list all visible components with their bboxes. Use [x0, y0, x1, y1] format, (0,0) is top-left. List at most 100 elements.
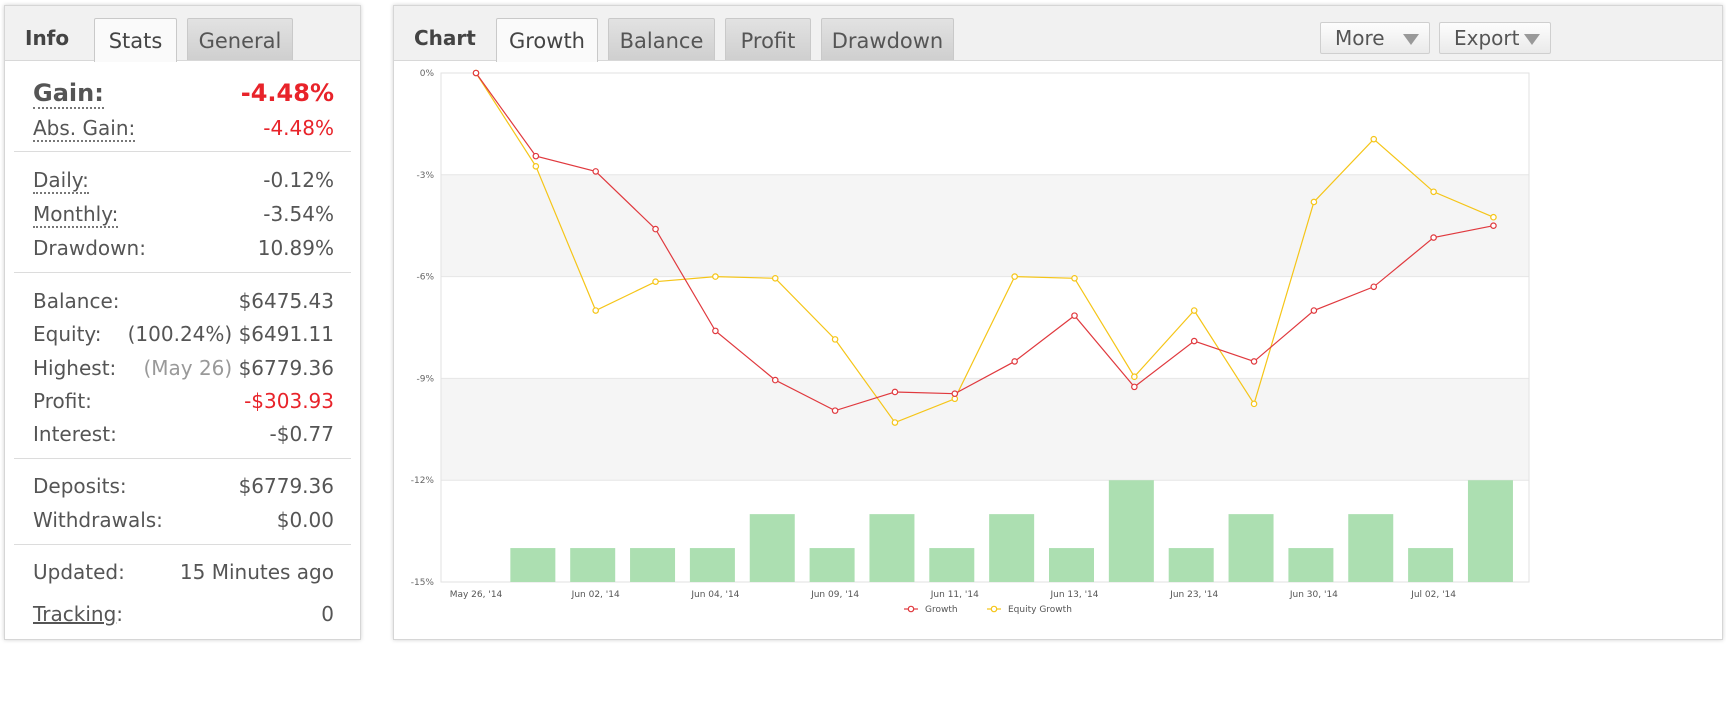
growth-point	[951, 390, 959, 397]
chart-panel: Chart Growth Balance Profit Drawdown Mor…	[393, 5, 1723, 640]
balance-value: $6475.43	[238, 289, 334, 313]
equity-growth-point	[592, 307, 600, 314]
volume-bar	[1228, 514, 1274, 582]
updated-row: Updated: 15 Minutes ago	[33, 560, 334, 584]
equity-growth-point	[1370, 135, 1378, 143]
profit-row: Profit: -$303.93	[33, 389, 334, 413]
equity-percent: (100.24%)	[127, 322, 233, 346]
growth-point	[1131, 383, 1138, 391]
growth-point	[1370, 283, 1378, 291]
balance-row: Balance: $6475.43	[33, 289, 334, 313]
plot-band	[441, 480, 1529, 582]
equity-value-group: (100.24%) $6491.11	[128, 322, 334, 346]
abs-gain-label[interactable]: Abs. Gain:	[33, 116, 136, 142]
volume-bar	[1168, 548, 1214, 582]
export-button[interactable]: Export	[1439, 22, 1551, 54]
equity-growth-point	[652, 278, 659, 285]
tab-drawdown[interactable]: Drawdown	[821, 18, 954, 60]
abs-gain-row: Abs. Gain: -4.48%	[33, 116, 334, 142]
highest-value-group: (May 26) $6779.36	[143, 356, 334, 380]
tracking-link[interactable]: Tracking	[33, 602, 117, 626]
interest-value: -$0.77	[269, 422, 334, 446]
withdrawals-label: Withdrawals:	[33, 508, 163, 532]
highest-row: Highest: (May 26) $6779.36	[33, 356, 334, 380]
legend-label: Equity Growth	[1008, 605, 1072, 615]
drawdown-row: Drawdown: 10.89%	[33, 236, 334, 260]
tracking-row: Tracking: 0	[33, 602, 334, 626]
gain-value: -4.48%	[240, 79, 334, 107]
growth-point	[1310, 307, 1318, 314]
highest-date: (May 26)	[143, 356, 233, 380]
divider	[14, 458, 351, 459]
plot-band	[441, 276, 1529, 379]
volume-bar	[1049, 548, 1094, 582]
divider	[14, 544, 351, 545]
y-tick-label: -12%	[411, 476, 435, 486]
growth-line	[475, 72, 1494, 412]
x-tick-label: May 26, '14	[450, 590, 503, 600]
volume-bar	[809, 548, 855, 582]
legend-label: Growth	[925, 605, 958, 615]
growth-point	[1490, 222, 1497, 230]
daily-label[interactable]: Daily:	[33, 168, 89, 194]
withdrawals-row: Withdrawals: $0.00	[33, 508, 334, 532]
tab-balance[interactable]: Balance	[608, 18, 715, 60]
tab-growth[interactable]: Growth	[496, 18, 598, 62]
equity-growth-point	[532, 163, 540, 170]
x-tick-label: Jun 13, '14	[1049, 590, 1098, 600]
daily-row: Daily: -0.12%	[33, 168, 334, 194]
plot-band	[441, 378, 1529, 481]
divider	[14, 151, 351, 152]
growth-point	[1011, 358, 1018, 365]
volume-bar	[689, 548, 735, 582]
tab-stats[interactable]: Stats	[94, 18, 177, 62]
export-button-label: Export	[1454, 26, 1520, 50]
drawdown-value: 10.89%	[257, 236, 334, 260]
gain-row: Gain: -4.48%	[33, 79, 334, 109]
tab-profit[interactable]: Profit	[725, 18, 811, 60]
interest-label: Interest:	[33, 422, 117, 446]
tracking-label-group: Tracking:	[33, 602, 123, 626]
x-tick-label: Jun 04, '14	[690, 590, 739, 600]
updated-value: 15 Minutes ago	[179, 560, 334, 584]
growth-point	[712, 327, 719, 335]
gain-label[interactable]: Gain:	[33, 79, 104, 109]
deposits-row: Deposits: $6779.36	[33, 474, 334, 498]
highest-label: Highest:	[33, 356, 117, 380]
drawdown-label: Drawdown:	[33, 236, 146, 260]
y-tick-label: -15%	[411, 578, 435, 588]
growth-chart: 0% -3% -6% -9% -12% -15% May 26, '14 Jun 02, '1…	[411, 69, 1530, 615]
equity-growth-point	[1430, 188, 1437, 196]
equity-label: Equity:	[33, 322, 102, 346]
growth-point	[472, 69, 480, 77]
growth-point	[831, 407, 839, 414]
x-tick-label: Jun 30, '14	[1289, 590, 1338, 600]
x-tick-label: Jun 02, '14	[571, 590, 620, 600]
growth-point	[1250, 358, 1258, 365]
more-button[interactable]: More	[1320, 22, 1430, 54]
legend-marker	[990, 605, 998, 613]
y-tick-label: -9%	[416, 374, 434, 384]
growth-point	[652, 225, 659, 233]
highest-value: $6779.36	[238, 356, 334, 380]
tab-general[interactable]: General	[187, 18, 293, 60]
more-button-label: More	[1335, 26, 1385, 50]
profit-value: -$303.93	[244, 389, 334, 413]
monthly-row: Monthly: -3.54%	[33, 202, 334, 228]
volume-bar	[1108, 480, 1154, 582]
divider	[14, 272, 351, 273]
volume-bar	[570, 548, 616, 582]
growth-point	[771, 376, 779, 384]
chart-panel-title: Chart	[414, 26, 476, 50]
equity-growth-point	[1310, 198, 1318, 206]
volume-bar	[1288, 548, 1334, 582]
tracking-colon: :	[116, 602, 124, 626]
volume-bar	[749, 514, 795, 582]
plot-band	[441, 174, 1529, 277]
deposits-value: $6779.36	[238, 474, 334, 498]
volume-bar	[989, 514, 1035, 582]
x-tick-label: Jun 23, '14	[1169, 590, 1218, 600]
monthly-label[interactable]: Monthly:	[33, 202, 119, 228]
equity-growth-point	[712, 273, 719, 280]
interest-row: Interest: -$0.77	[33, 422, 334, 446]
